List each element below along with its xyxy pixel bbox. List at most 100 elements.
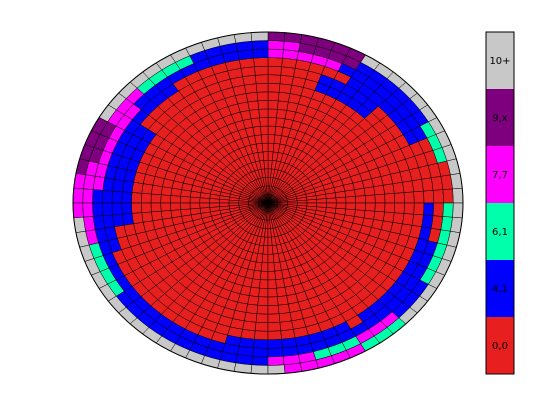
polar-cell [240, 329, 256, 340]
polar-cell [190, 190, 202, 199]
polar-cell [374, 202, 386, 213]
polar-cell [82, 202, 94, 218]
polar-cell [72, 202, 84, 219]
polar-cell [252, 347, 269, 358]
polar-cell [267, 313, 281, 323]
polar-cell [374, 193, 386, 204]
polar-cell [354, 209, 366, 219]
polar-cell [260, 262, 269, 272]
colorbar-label: 0,0 [492, 341, 508, 352]
polar-cell [402, 213, 414, 226]
polar-cell [267, 151, 274, 161]
polar-cell [267, 159, 273, 170]
polar-cell [267, 134, 276, 144]
polar-cell [189, 196, 201, 204]
polar-cell [277, 100, 289, 111]
colorbar-label: 4,1 [492, 284, 508, 295]
polar-cell [402, 180, 414, 193]
polar-cell [151, 184, 163, 196]
polar-cell [355, 202, 366, 211]
polar-cell [334, 207, 346, 216]
polar-cell [260, 125, 269, 136]
colorbar-label: 9,x [492, 113, 508, 124]
polar-cell [452, 187, 464, 204]
polar-cell [260, 270, 269, 281]
colorbar-label: 10+ [489, 56, 510, 67]
polar-cell [254, 330, 269, 341]
polar-cell [179, 196, 191, 204]
colorbar-swatch [486, 260, 514, 317]
polar-cell [403, 191, 415, 204]
polar-cell [277, 92, 291, 103]
colorbar: 10+ 9,x 7,7 6,1 4,1 0,0 [485, 31, 515, 375]
polar-cell [345, 196, 357, 204]
polar-cell [150, 202, 162, 213]
polar-cell [244, 312, 258, 323]
polar-cell [92, 189, 104, 204]
polar-cell [392, 181, 405, 194]
polar-cell [160, 194, 172, 204]
colorbar-swatch [486, 89, 514, 146]
polar-cell [101, 202, 113, 216]
polar-cell [267, 356, 285, 366]
polar-cell [122, 213, 134, 226]
polar-cell [251, 356, 269, 366]
polar-cell [101, 190, 113, 204]
polar-cell [259, 117, 269, 127]
polar-cell [242, 320, 257, 332]
polar-cell [364, 202, 376, 212]
polar-cell [251, 40, 269, 50]
polar-cell [423, 202, 435, 216]
polar-cell [413, 190, 425, 204]
polar-cell [189, 202, 201, 210]
polar-cell [255, 83, 269, 93]
polar-cell [131, 212, 144, 225]
polar-cell [256, 304, 269, 315]
polar-cell [326, 202, 337, 209]
polar-cell [267, 330, 282, 341]
polar-cell [249, 286, 260, 297]
polar-grid [72, 31, 464, 375]
polar-cell [111, 190, 123, 204]
polar-cell [72, 187, 84, 204]
polar-cell [255, 313, 269, 323]
polar-cell [280, 329, 296, 340]
polar-cell [411, 213, 424, 228]
polar-cell [150, 193, 162, 204]
polar-cell [267, 117, 277, 127]
polar-cell [344, 208, 356, 217]
polar-cell [245, 92, 259, 103]
polar-cell [267, 364, 286, 375]
polar-cell [423, 190, 435, 204]
polar-cell [131, 181, 144, 194]
polar-cell [335, 202, 347, 210]
polar-cell [254, 74, 269, 85]
polar-cell [218, 199, 230, 204]
polar-cell [267, 57, 283, 67]
polar-cell [267, 304, 280, 315]
polar-cell [278, 83, 292, 94]
polar-cell [267, 31, 286, 42]
polar-cell [258, 108, 269, 119]
polar-cell [432, 202, 444, 217]
polar-cell [179, 202, 191, 210]
polar-cell [131, 202, 143, 214]
polar-cell [392, 212, 405, 225]
polar-cell [274, 126, 284, 136]
polar-cell [170, 187, 182, 197]
polar-cell [267, 48, 284, 59]
polar-cell [279, 320, 294, 332]
polar-cell [245, 303, 259, 314]
polar-cell [382, 211, 395, 223]
polar-cell [141, 183, 154, 195]
colorbar-swatch [486, 32, 514, 89]
polar-cell [413, 202, 425, 216]
polar-cell [250, 364, 269, 375]
polar-cell [275, 117, 286, 128]
polar-cell [82, 188, 94, 204]
polar-cell [280, 66, 296, 77]
polar-cell [355, 195, 366, 204]
polar-cell [442, 188, 454, 204]
polar-cell [141, 211, 154, 223]
polar-cell [121, 202, 133, 215]
